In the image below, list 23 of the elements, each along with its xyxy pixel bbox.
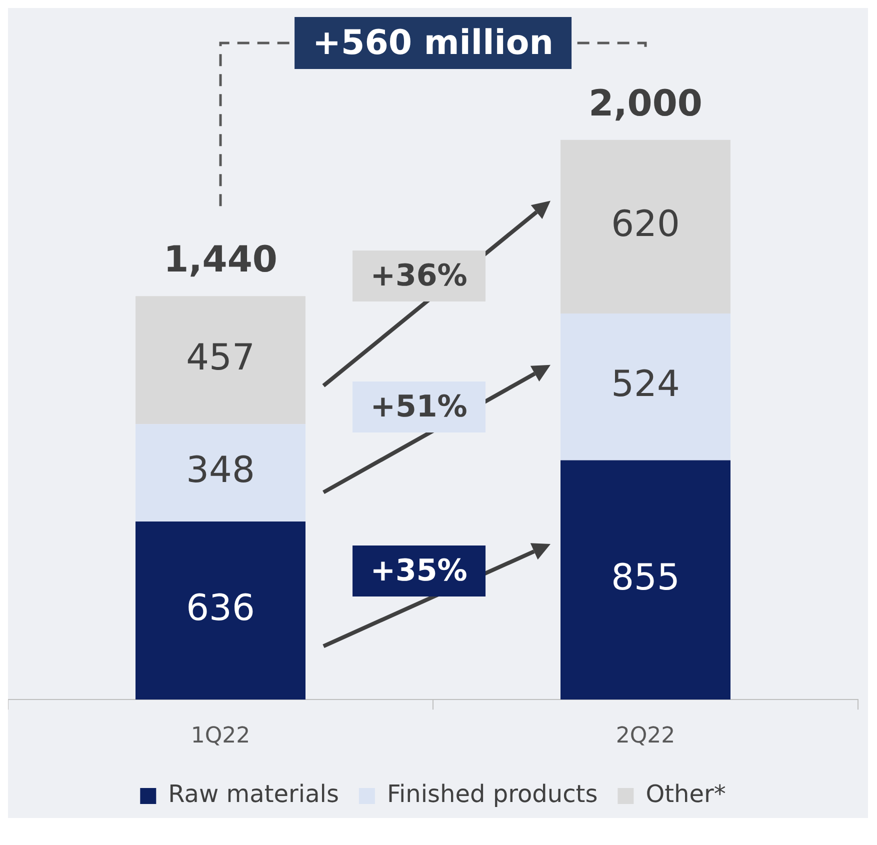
data-label: 855 — [611, 557, 680, 598]
legend-label: Finished products — [386, 780, 598, 808]
annotation: +51% — [352, 381, 486, 432]
bar — [136, 296, 306, 424]
bar — [560, 314, 730, 460]
data-label: 457 — [186, 337, 255, 378]
bar — [560, 140, 730, 314]
annotation: +35% — [352, 546, 486, 597]
bar — [136, 424, 306, 522]
legend-label: Other* — [646, 780, 726, 808]
x-tick-label: 1Q22 — [190, 724, 250, 749]
x-tick-label: 2Q22 — [616, 724, 676, 749]
bar — [560, 460, 730, 700]
annotation: +36% — [352, 250, 486, 302]
text: +560 million — [294, 17, 572, 69]
bar — [136, 522, 306, 700]
data-label: 620 — [611, 204, 680, 246]
legend-label: Raw materials — [168, 780, 339, 808]
total-label: 1,440 — [164, 240, 278, 281]
data-label: 636 — [186, 588, 255, 629]
total-label: 2,000 — [588, 83, 702, 124]
data-label: 348 — [186, 450, 255, 492]
data-label: 524 — [611, 364, 680, 406]
